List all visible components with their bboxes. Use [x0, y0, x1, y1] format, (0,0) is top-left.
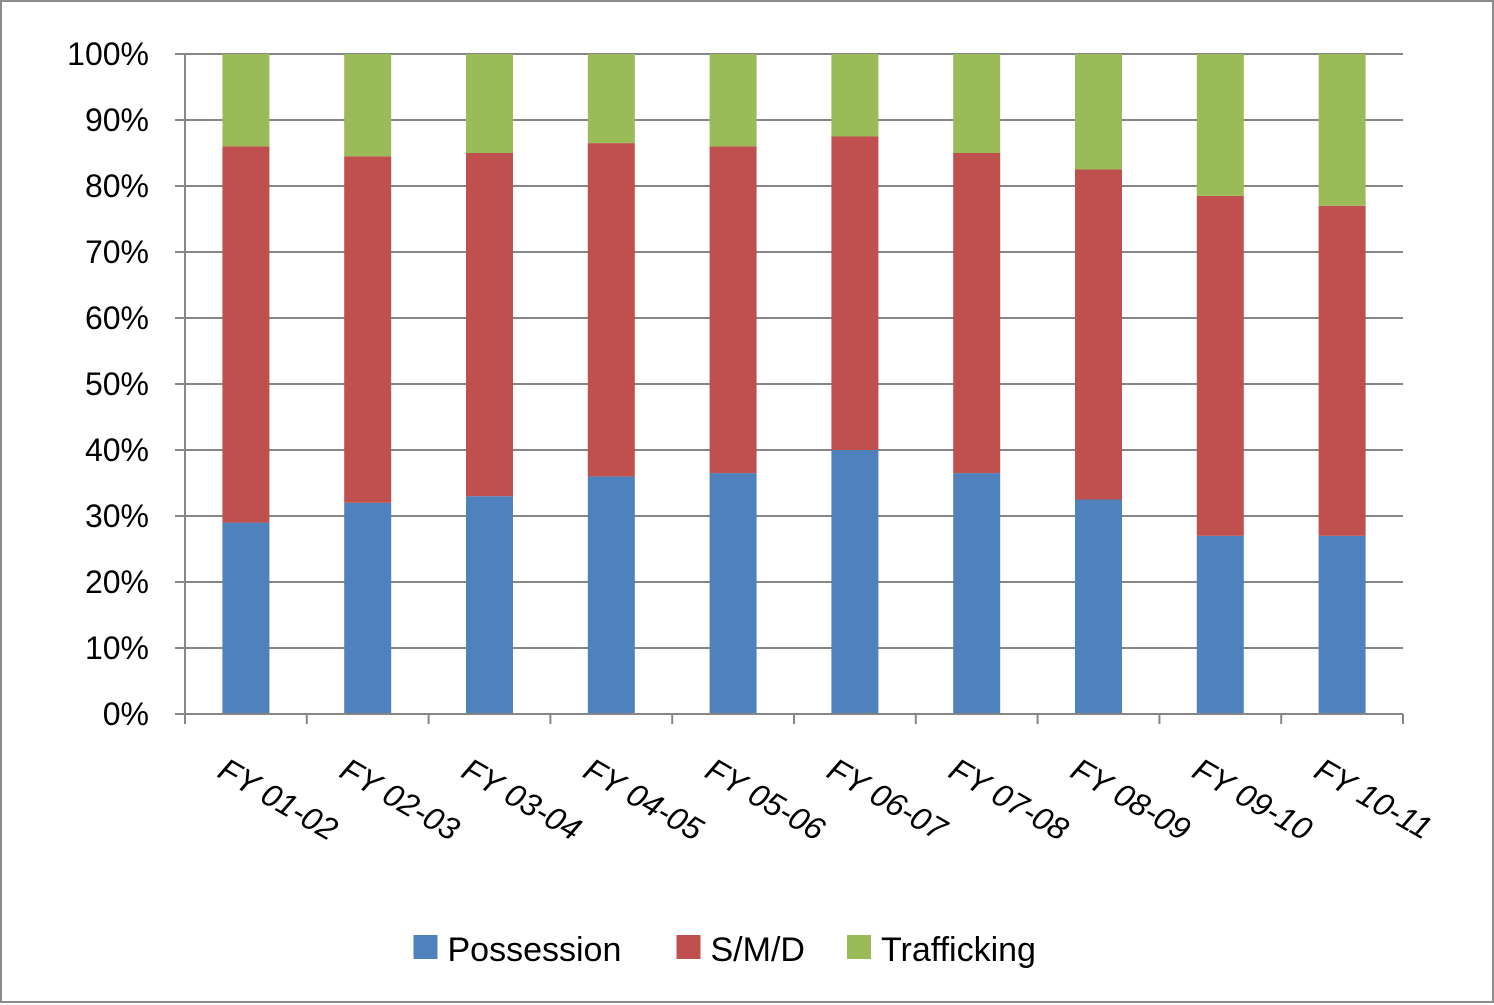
bar-trafficking-fy-10-11	[1318, 54, 1366, 206]
x-tick-label: FY 09-10	[1187, 751, 1319, 848]
y-tick-label: 50%	[85, 366, 149, 402]
axes	[175, 53, 1404, 724]
bar-possession-fy-04-05	[587, 476, 635, 714]
bar-trafficking-fy-06-07	[831, 54, 879, 137]
y-tick-labels: 0% 10% 20% 30% 40% 50% 60% 70% 80% 90% 100%	[67, 36, 149, 732]
y-tick-label: 60%	[85, 300, 149, 336]
x-tick-label: FY 10-11	[1309, 751, 1438, 847]
bar-s-m-d-fy-05-06	[709, 146, 757, 474]
x-tick-label: FY 05-06	[700, 751, 832, 848]
y-tick-label: 90%	[85, 102, 149, 138]
bar-trafficking-fy-04-05	[587, 54, 635, 144]
legend-label-trafficking: Trafficking	[881, 931, 1036, 969]
legend: Possession S/M/D Trafficking	[413, 931, 1036, 969]
y-tick-label: 30%	[85, 498, 149, 534]
y-tick-label: 20%	[85, 564, 149, 600]
x-tick-label: FY 06-07	[821, 751, 954, 848]
bar-possession-fy-02-03	[344, 502, 392, 714]
x-tick-label: FY 02-03	[334, 751, 466, 848]
bar-trafficking-fy-02-03	[344, 54, 392, 157]
bar-trafficking-fy-05-06	[709, 54, 757, 147]
bar-possession-fy-06-07	[831, 450, 879, 714]
y-tick-label: 40%	[85, 432, 149, 468]
bar-s-m-d-fy-10-11	[1318, 205, 1366, 536]
x-tick-label: FY 07-08	[943, 751, 1075, 848]
legend-swatch-trafficking	[847, 935, 871, 959]
y-tick-label: 10%	[85, 630, 149, 666]
bar-s-m-d-fy-08-09	[1075, 169, 1122, 500]
bars	[222, 54, 1366, 714]
bar-possession-fy-03-04	[466, 496, 513, 714]
bar-trafficking-fy-01-02	[222, 54, 270, 147]
x-tick-label: FY 08-09	[1065, 751, 1197, 848]
bar-possession-fy-09-10	[1196, 535, 1244, 714]
x-tick-label: FY 03-04	[456, 751, 587, 848]
bar-s-m-d-fy-09-10	[1196, 195, 1244, 536]
y-tick-label: 70%	[85, 234, 149, 270]
bar-s-m-d-fy-06-07	[831, 136, 879, 450]
bar-trafficking-fy-03-04	[466, 54, 513, 153]
bar-trafficking-fy-07-08	[953, 54, 1001, 153]
bar-trafficking-fy-09-10	[1196, 54, 1244, 196]
bar-s-m-d-fy-04-05	[587, 143, 635, 477]
legend-swatch-possession	[413, 935, 438, 959]
bar-possession-fy-01-02	[222, 522, 270, 714]
bar-possession-fy-07-08	[953, 473, 1001, 714]
x-tick-label: FY 04-05	[578, 751, 710, 848]
bar-s-m-d-fy-07-08	[953, 153, 1001, 474]
y-tick-label: 0%	[103, 696, 149, 732]
bar-trafficking-fy-08-09	[1075, 54, 1122, 170]
legend-swatch-s-m-d	[676, 935, 701, 959]
bar-s-m-d-fy-02-03	[344, 156, 392, 503]
x-tick-label: FY 01-02	[212, 751, 344, 848]
y-tick-label: 100%	[67, 36, 149, 72]
y-tick-label: 80%	[85, 168, 149, 204]
legend-label-s-m-d: S/M/D	[711, 931, 805, 969]
bar-possession-fy-05-06	[709, 473, 757, 714]
legend-label-possession: Possession	[448, 931, 622, 969]
bar-possession-fy-10-11	[1318, 535, 1366, 714]
bar-possession-fy-08-09	[1075, 499, 1122, 714]
bar-s-m-d-fy-03-04	[466, 153, 513, 497]
bar-s-m-d-fy-01-02	[222, 146, 270, 523]
